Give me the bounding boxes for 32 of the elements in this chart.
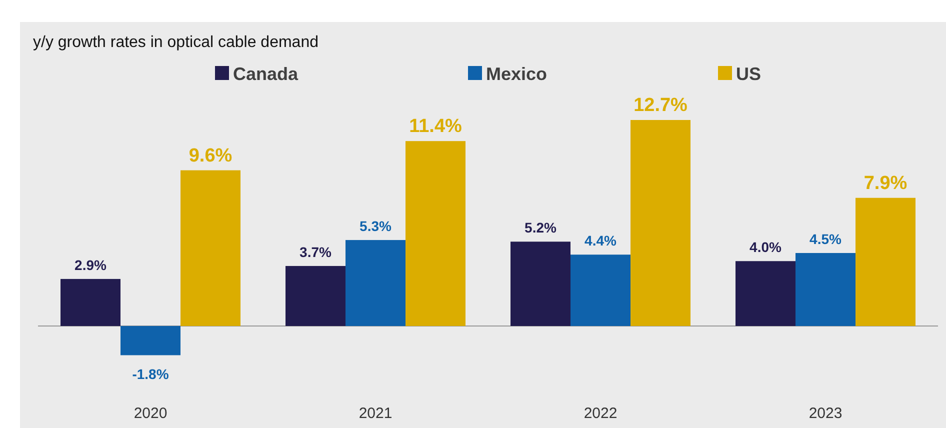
data-label: 4.0% [750, 239, 782, 256]
data-label: -1.8% [132, 366, 170, 382]
x-tick-label: 2023 [808, 405, 842, 422]
bar [286, 266, 346, 326]
data-label: 9.6% [188, 145, 232, 166]
data-label: 7.9% [864, 172, 908, 194]
bar [510, 242, 570, 326]
data-label: 5.2% [524, 220, 557, 236]
legend-label: Mexico [486, 64, 548, 84]
bar [630, 120, 690, 326]
legend-label: US [736, 64, 762, 84]
chart-title: y/y growth rates in optical cable demand [33, 34, 318, 51]
data-label: 4.4% [584, 232, 617, 249]
data-label: 11.4% [409, 116, 462, 138]
bar [120, 326, 180, 356]
bar [60, 278, 120, 326]
legend-label: Canada [233, 64, 300, 84]
x-tick-label: 2022 [584, 405, 618, 422]
bar [406, 141, 466, 326]
data-label: 2.9% [74, 256, 107, 273]
bar [796, 253, 856, 326]
data-label: 3.7% [300, 244, 332, 260]
bar [856, 198, 916, 326]
x-tick-label: 2021 [358, 405, 392, 422]
bar [180, 170, 240, 326]
data-label: 12.7% [634, 95, 688, 116]
bar [346, 240, 406, 326]
bar [736, 261, 796, 326]
data-label: 5.3% [360, 218, 392, 234]
x-tick-label: 2020 [134, 405, 168, 422]
bar [570, 254, 630, 326]
data-label: 4.5% [810, 231, 842, 248]
